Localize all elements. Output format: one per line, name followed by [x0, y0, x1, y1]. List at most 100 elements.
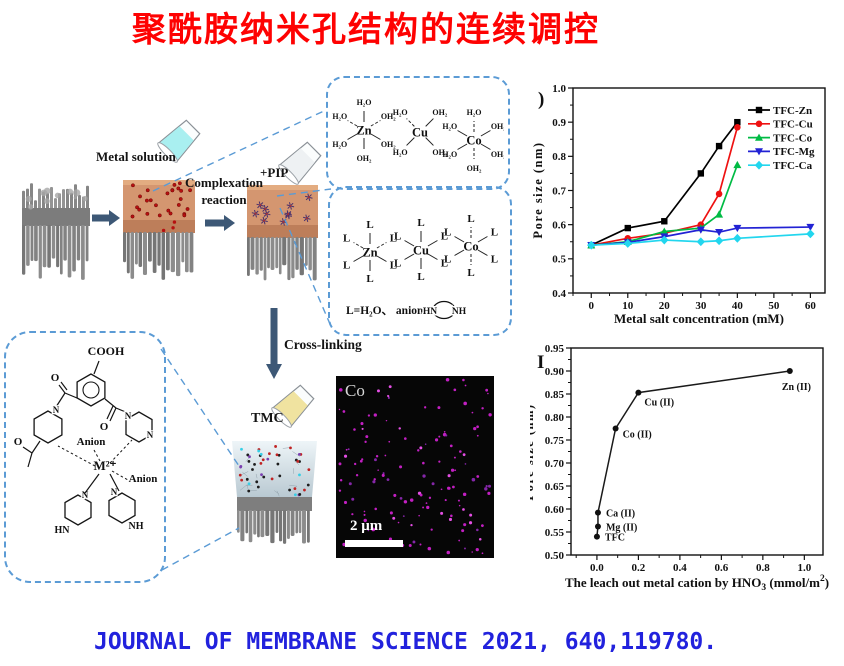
svg-text:0.50: 0.50: [545, 550, 565, 562]
svg-text:The leach out metal cation by: The leach out metal cation by HNO3 (mmol…: [565, 574, 829, 593]
coordination-complex-box: COOH O O O N N N N N Anion M²⁺ Anion HN NH: [4, 331, 166, 583]
svg-text:TFC-Zn: TFC-Zn: [773, 105, 812, 117]
svg-text:OH₂: OH₂: [491, 150, 504, 159]
svg-text:HN: HN: [55, 525, 71, 536]
svg-text:0.80: 0.80: [545, 412, 565, 424]
svg-text:OH₂: OH₂: [381, 112, 396, 121]
svg-text:Cu (II): Cu (II): [644, 398, 674, 409]
svg-text:NH: NH: [452, 307, 467, 317]
coordination-complex-drawing: COOH O O O N N N N N Anion M²⁺ Anion HN NH: [14, 344, 158, 536]
svg-text:Pore size (nm): Pore size (nm): [530, 403, 536, 500]
svg-text:O: O: [51, 372, 60, 384]
zoom-connector-line: [161, 527, 240, 571]
pore-size-vs-concentration-chart: 0 10 20 30 40 50 60 0.4 0.5 0.6 0.7 0.8 0.9 1.0 TFC-Zn…: [531, 83, 826, 326]
svg-text:0.4: 0.4: [552, 288, 566, 300]
svg-text:60: 60: [805, 300, 817, 312]
svg-text:L: L: [444, 254, 451, 266]
cross-linking-arrow: [266, 308, 282, 379]
svg-text:Cu: Cu: [412, 126, 428, 140]
complexation-reaction-label: Complexation reaction: [182, 174, 266, 208]
cross-linking-label: Cross-linking: [284, 337, 362, 352]
svg-text:N: N: [125, 411, 132, 421]
svg-text:L: L: [366, 219, 373, 231]
svg-text:H₂O: H₂O: [393, 108, 408, 117]
complexed-membrane: [247, 185, 318, 281]
metal-loaded-membrane: [123, 180, 195, 280]
svg-text:0.7: 0.7: [552, 185, 566, 197]
svg-text:0.90: 0.90: [545, 366, 565, 378]
svg-text:H₂O: H₂O: [393, 148, 408, 157]
aqua-complex-box: H₂O H₂O H₂O OH₂ OH₂ OH₂ Zn H₂O OH₂ H₂O OH₂ Cu H₂O H₂O…: [326, 76, 510, 190]
svg-text:Co (II): Co (II): [623, 430, 652, 441]
svg-text:Cu: Cu: [413, 244, 429, 258]
svg-text:O: O: [14, 436, 23, 448]
svg-text:H₂O: H₂O: [442, 150, 457, 159]
svg-text:L: L: [467, 267, 474, 279]
eds-scale-label: 2 μm: [350, 518, 383, 534]
svg-text:OH₂: OH₂: [491, 122, 504, 131]
svg-text:0.75: 0.75: [545, 435, 565, 447]
svg-text:I: I: [537, 352, 544, 373]
svg-text:TFC: TFC: [605, 533, 625, 544]
svg-text:OH₂: OH₂: [381, 140, 396, 149]
svg-text:Pore size (nm): Pore size (nm): [531, 141, 545, 238]
svg-text:H₂O: H₂O: [332, 140, 347, 149]
zoom-connector-line: [160, 348, 240, 467]
journal-citation: JOURNAL OF MEMBRANE SCIENCE 2021, 640,11…: [94, 629, 718, 655]
tmc-beaker: [271, 384, 315, 428]
svg-text:0.9: 0.9: [552, 117, 566, 129]
svg-text:TFC-Mg: TFC-Mg: [773, 146, 815, 158]
svg-text:L: L: [441, 231, 448, 243]
svg-text:N: N: [82, 490, 89, 500]
svg-text:0.0: 0.0: [590, 562, 604, 574]
svg-text:0: 0: [589, 300, 595, 312]
ligand-complex-box: L L L L L L Zn L L L L L L Cu L L L L L L Co L=H₂O、 anion HN NH: [328, 186, 512, 336]
eds-element-label: Co: [345, 381, 365, 400]
svg-text:L: L: [491, 254, 498, 266]
svg-text:0.55: 0.55: [545, 527, 565, 539]
svg-text:L: L: [343, 233, 350, 245]
svg-text:L: L: [467, 213, 474, 225]
zoom-connector-line: [276, 188, 332, 197]
metal-complex-Zn: L L L L L L Zn: [343, 219, 397, 285]
svg-text:L: L: [390, 233, 397, 245]
svg-text:L: L: [491, 227, 498, 239]
svg-text:20: 20: [659, 300, 671, 312]
series-TFC-Cu: [591, 127, 739, 247]
svg-text:Mg (II): Mg (II): [606, 522, 637, 533]
svg-text:10: 10: [622, 300, 634, 312]
svg-text:Zn: Zn: [362, 246, 377, 260]
series-TFC-Zn: [590, 121, 739, 246]
svg-text:0.65: 0.65: [545, 481, 565, 493]
tmc-label: TMC: [251, 411, 284, 426]
svg-text:OH₂: OH₂: [357, 154, 372, 163]
eds-scale-bar: [345, 540, 403, 547]
svg-text:TFC-Cu: TFC-Cu: [773, 119, 813, 131]
svg-text:Co: Co: [466, 134, 481, 148]
svg-text:H₂O: H₂O: [332, 112, 347, 121]
svg-text:30: 30: [695, 300, 707, 312]
svg-text:HN: HN: [423, 307, 437, 317]
pore-size-vs-leaching-chart: 0.0 0.2 0.4 0.6 0.8 1.0 0.50 0.55 0.60 0.65 0.70 0.…: [530, 343, 829, 593]
svg-text:NH: NH: [129, 521, 144, 532]
svg-text:OH₂: OH₂: [432, 108, 447, 117]
svg-text:H₂O: H₂O: [467, 108, 482, 117]
svg-text:0.2: 0.2: [632, 562, 646, 574]
svg-text:L: L: [394, 258, 401, 270]
pip-label: +PIP: [260, 165, 289, 180]
svg-text:0.6: 0.6: [714, 562, 728, 574]
zoom-connector-line: [152, 109, 327, 192]
svg-text:Zn (II): Zn (II): [782, 382, 811, 393]
svg-text:OH₂: OH₂: [432, 148, 447, 157]
svg-text:1.0: 1.0: [552, 83, 566, 95]
final-tfc-membrane: [232, 441, 317, 544]
svg-text:TFC-Co: TFC-Co: [773, 132, 813, 144]
svg-text:N: N: [111, 487, 118, 497]
svg-text:0.85: 0.85: [545, 389, 565, 401]
svg-text:L: L: [343, 260, 350, 272]
svg-text:Ca (II): Ca (II): [606, 509, 635, 520]
svg-text:M²⁺: M²⁺: [93, 458, 116, 473]
metal-solution-label: Metal solution: [96, 149, 176, 164]
